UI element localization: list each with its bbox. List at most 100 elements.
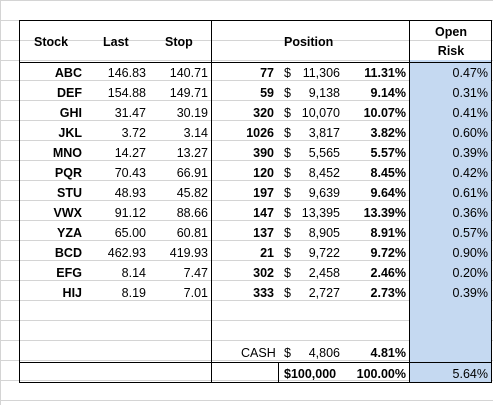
open-risk: 0.47% [452,66,488,80]
stock-symbol: BCD [54,246,82,260]
open-risk: 0.20% [452,266,488,280]
last-price: 8.14 [121,266,146,280]
position-value: 2,727 [308,286,340,300]
open-risk: 0.36% [452,206,488,220]
last-price: 65.00 [114,226,146,240]
stock-symbol: PQR [54,166,82,180]
position-pct: 2.46% [370,266,406,280]
stop-price: 7.47 [183,266,208,280]
open-risk: 0.41% [452,106,488,120]
stop-price: 13.27 [176,146,208,160]
position-pct: 5.57% [370,146,406,160]
open-risk: 0.42% [452,166,488,180]
total-risk: 5.64% [452,367,488,381]
header-position: Position [284,35,334,49]
stop-price: 30.19 [176,106,208,120]
stop-price: 60.81 [176,226,208,240]
last-price: 146.83 [107,66,146,80]
position-pct: 9.14% [370,86,406,100]
shares: 390 [253,146,274,160]
stock-symbol: VWX [53,206,82,220]
dollar-sign: $ [284,66,291,80]
border-position-risk [409,20,410,383]
stock-symbol: ABC [54,66,82,80]
dollar-sign: $ [284,206,291,220]
cash-pct: 4.81% [370,346,406,360]
shares: 302 [253,266,274,280]
position-pct: 13.39% [363,206,406,220]
stock-symbol: GHI [59,106,82,120]
border-stop-position [211,20,212,383]
dollar-sign: $ [284,166,291,180]
shares: 137 [253,226,274,240]
shares: 1026 [246,126,274,140]
shares: 197 [253,186,274,200]
position-value: 9,722 [308,246,340,260]
table-bottom-border [19,382,492,383]
dollar-sign: $ [284,226,291,240]
position-value: 9,138 [308,86,340,100]
shares: 333 [253,286,274,300]
stock-symbol: JKL [58,126,82,140]
shares: 59 [260,86,274,100]
dollar-sign: $ [284,86,291,100]
last-price: 14.27 [114,146,146,160]
position-pct: 8.91% [370,226,406,240]
border-left [19,20,20,383]
last-price: 3.72 [121,126,146,140]
stop-price: 88.66 [176,206,208,220]
dollar-sign: $ [284,146,291,160]
cash-value: 4,806 [308,346,340,360]
header-stock: Stock [34,35,69,49]
header-stop: Stop [165,35,193,49]
position-pct: 3.82% [370,126,406,140]
open-risk: 0.39% [452,286,488,300]
shares: 320 [253,106,274,120]
position-pct: 9.64% [370,186,406,200]
stop-price: 7.01 [183,286,208,300]
position-value: 8,905 [308,226,340,240]
open-risk: 0.39% [452,146,488,160]
position-value: 8,452 [308,166,340,180]
position-value: 3,817 [308,126,340,140]
stock-symbol: YZA [57,226,82,240]
open-risk-column-fill [410,60,492,382]
stop-price: 140.71 [169,66,208,80]
open-risk: 0.90% [452,246,488,260]
last-price: 462.93 [107,246,146,260]
total-top-border [19,362,492,363]
last-price: 154.88 [107,86,146,100]
total-value: $100,000 [284,367,337,381]
last-price: 8.19 [121,286,146,300]
header-bottom-border [19,62,492,63]
position-pct: 2.73% [370,286,406,300]
last-price: 31.47 [114,106,146,120]
shares: 21 [260,246,274,260]
dollar-sign: $ [284,286,291,300]
dollar-sign: $ [284,126,291,140]
position-value: 13,395 [301,206,340,220]
stop-price: 66.91 [176,166,208,180]
stop-price: 3.14 [183,126,208,140]
stock-symbol: EFG [56,266,82,280]
stock-symbol: MNO [52,146,82,160]
stock-symbol: STU [57,186,82,200]
stop-price: 45.82 [176,186,208,200]
shares: 147 [253,206,274,220]
position-value: 9,639 [308,186,340,200]
dollar-sign: $ [284,186,291,200]
position-pct: 10.07% [363,106,406,120]
open-risk: 0.57% [452,226,488,240]
open-risk: 0.61% [452,186,488,200]
last-price: 48.93 [114,186,146,200]
last-price: 70.43 [114,166,146,180]
dollar-sign: $ [284,266,291,280]
last-price: 91.12 [114,206,146,220]
table-top-border [19,20,492,21]
cash-dollar: $ [284,346,291,360]
shares: 77 [260,66,274,80]
header-open: Open [435,25,467,39]
header-last: Last [103,35,129,49]
position-pct: 8.45% [370,166,406,180]
open-risk: 0.31% [452,86,488,100]
